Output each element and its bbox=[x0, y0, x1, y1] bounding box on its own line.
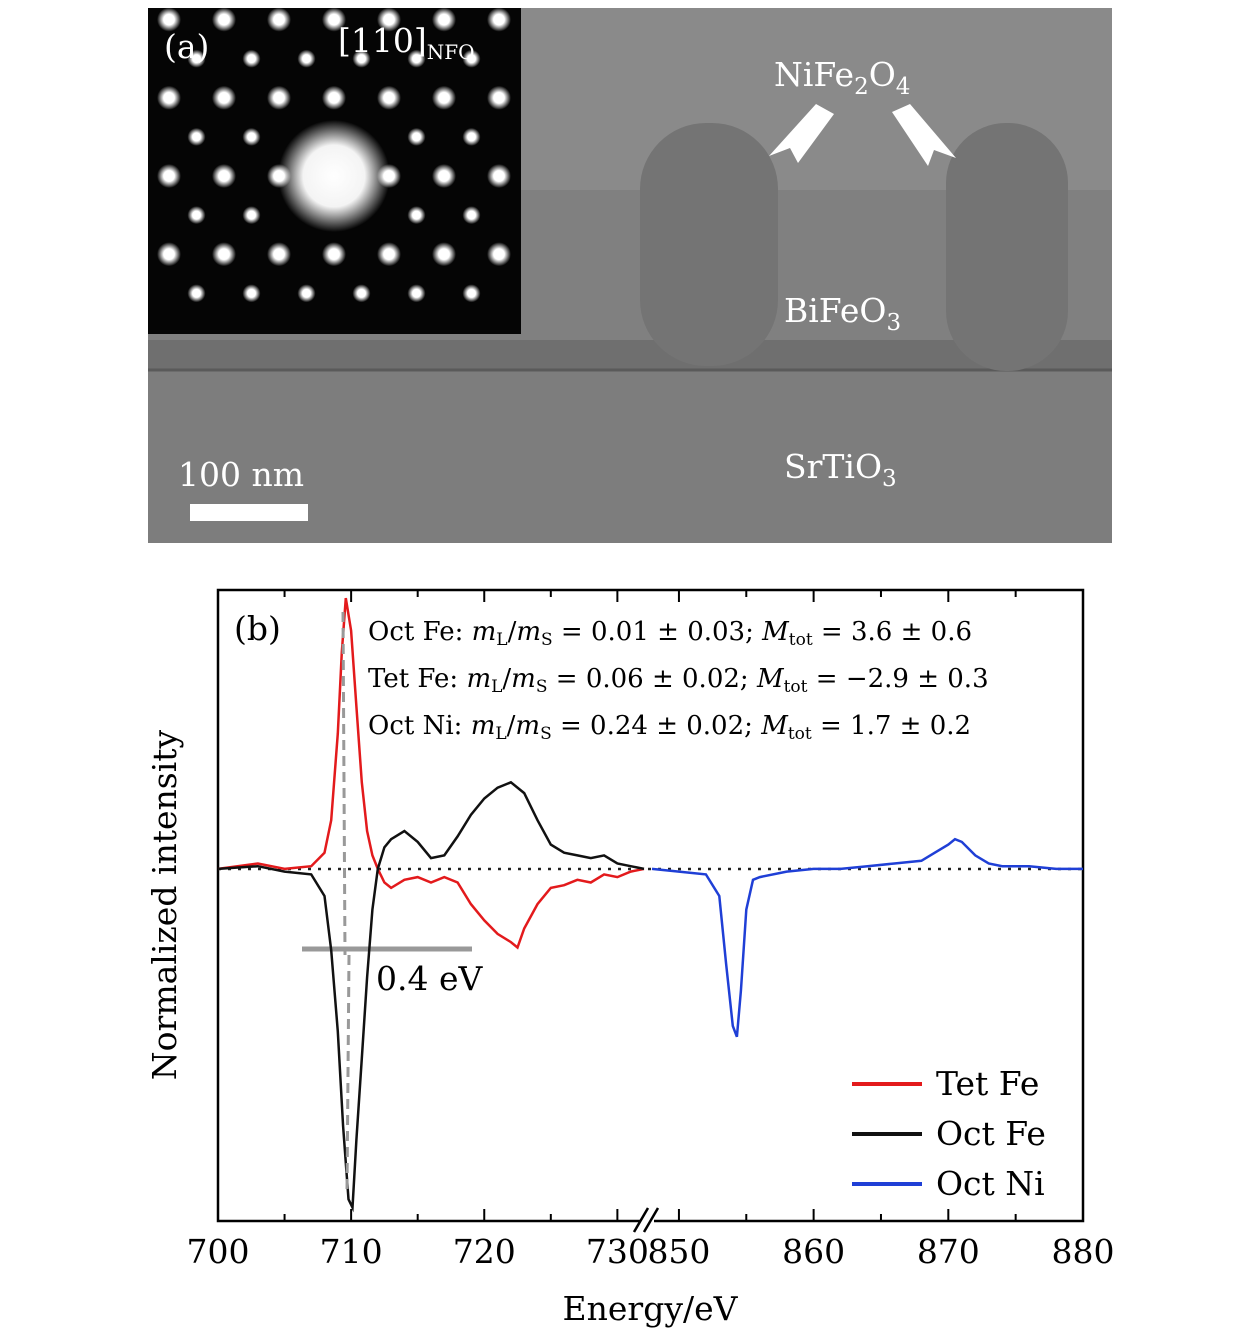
diffraction-spot bbox=[432, 85, 456, 110]
scale-bar-label: 100 nm bbox=[178, 455, 304, 494]
series-line-oct-fe bbox=[217, 780, 645, 1213]
diffraction-spot bbox=[212, 85, 236, 110]
diffraction-spot bbox=[267, 242, 291, 267]
diffraction-spot bbox=[187, 206, 206, 225]
x-tick-label: 860 bbox=[782, 1232, 845, 1271]
y-axis-title: Normalized intensity bbox=[145, 729, 184, 1080]
x-tick-label: 700 bbox=[187, 1232, 250, 1271]
legend-label-tet-fe: Tet Fe bbox=[936, 1064, 1039, 1103]
series-line-tet-fe bbox=[217, 597, 645, 950]
diffraction-spot bbox=[157, 85, 181, 110]
diffraction-spot bbox=[242, 206, 261, 225]
legend: Tet Fe Oct Fe Oct Ni bbox=[852, 1064, 1046, 1203]
diffraction-spot bbox=[187, 127, 206, 146]
diffraction-spot bbox=[377, 8, 401, 32]
annotation-line-3: Oct Ni: mL/mS = 0.24 ± 0.02; Mtot = 1.7 … bbox=[368, 711, 971, 744]
x-tick-label: 730 bbox=[586, 1232, 649, 1271]
diffraction-spot bbox=[242, 127, 261, 146]
diffraction-spot bbox=[322, 242, 346, 267]
diffraction-spot bbox=[212, 164, 236, 188]
svg-text:Oct Ni: mL/mS = 0.24 ± 0.02; M: Oct Ni: mL/mS = 0.24 ± 0.02; Mtot = 1.7 … bbox=[368, 711, 971, 744]
diffraction-spot bbox=[462, 284, 481, 303]
diffraction-spot bbox=[322, 85, 346, 110]
diffraction-spot bbox=[432, 242, 456, 267]
diffraction-spot bbox=[352, 49, 371, 68]
x-tick-label: 880 bbox=[1052, 1232, 1115, 1271]
annotation-line-1: Oct Fe: mL/mS = 0.01 ± 0.03; Mtot = 3.6 … bbox=[368, 617, 972, 650]
diffraction-spot bbox=[187, 284, 206, 303]
diffraction-spot bbox=[267, 85, 291, 110]
panel-b-label: (b) bbox=[234, 609, 281, 648]
diffraction-pattern-inset: (a) [110]NFO bbox=[148, 8, 521, 334]
nfo-pillar-right bbox=[946, 123, 1068, 371]
series-line-oct-ni bbox=[651, 837, 1083, 1038]
diffraction-spot bbox=[407, 284, 426, 303]
diffraction-spot bbox=[297, 284, 316, 303]
diffraction-spot bbox=[377, 85, 401, 110]
annotation-line-2: Tet Fe: mL/mS = 0.06 ± 0.02; Mtot = −2.9… bbox=[368, 664, 989, 697]
diffraction-spot bbox=[157, 242, 181, 267]
zone-axis-label: [110]NFO bbox=[338, 21, 475, 64]
x-axis-title: Energy/eV bbox=[563, 1289, 739, 1328]
diffraction-spot bbox=[487, 8, 511, 32]
svg-text:Oct Fe: mL/mS = 0.01 ± 0.03; M: Oct Fe: mL/mS = 0.01 ± 0.03; Mtot = 3.6 … bbox=[368, 617, 972, 650]
panel-a-label: (a) bbox=[164, 27, 209, 66]
diffraction-spot bbox=[157, 8, 181, 32]
diffraction-spot bbox=[407, 206, 426, 225]
x-tick-label: 870 bbox=[917, 1232, 980, 1271]
axis-break-marker bbox=[632, 1207, 660, 1233]
nfo-pillar-left bbox=[640, 123, 778, 366]
diffraction-spot bbox=[407, 127, 426, 146]
pillar-arrow-left bbox=[769, 104, 834, 163]
diffraction-spot bbox=[242, 284, 261, 303]
tem-image-panel: NiFe2O4 BiFeO3 SrTiO3 100 nm (a) [110]NF… bbox=[148, 8, 1112, 543]
diffraction-spot bbox=[432, 164, 456, 188]
x-tick-label: 710 bbox=[320, 1232, 383, 1271]
diffraction-spot bbox=[267, 8, 291, 32]
diffraction-spot bbox=[212, 8, 236, 32]
scale-bar bbox=[190, 504, 308, 521]
central-beam-spot bbox=[278, 120, 390, 232]
legend-label-oct-ni: Oct Ni bbox=[936, 1164, 1045, 1203]
diffraction-spot bbox=[487, 242, 511, 267]
diffraction-spot bbox=[487, 164, 511, 188]
peak-guide-tet-fe bbox=[341, 611, 347, 956]
diffraction-spot bbox=[462, 206, 481, 225]
diffraction-spot bbox=[407, 49, 426, 68]
diffraction-spot bbox=[462, 49, 481, 68]
diffraction-spot bbox=[432, 8, 456, 32]
diffraction-spot bbox=[462, 127, 481, 146]
pillar-arrow-right bbox=[892, 104, 956, 166]
shift-label: 0.4 eV bbox=[376, 959, 484, 998]
diffraction-spot bbox=[487, 85, 511, 110]
svg-text:Tet Fe: mL/mS = 0.06 ± 0.02; M: Tet Fe: mL/mS = 0.06 ± 0.02; Mtot = −2.9… bbox=[368, 664, 989, 697]
diffraction-spot bbox=[242, 49, 261, 68]
legend-label-oct-fe: Oct Fe bbox=[936, 1114, 1046, 1153]
diffraction-spot bbox=[212, 242, 236, 267]
matrix-label: BiFeO3 bbox=[784, 291, 901, 336]
diffraction-spot bbox=[297, 49, 316, 68]
diffraction-spot bbox=[377, 242, 401, 267]
pillar-label: NiFe2O4 bbox=[774, 55, 910, 100]
substrate-label: SrTiO3 bbox=[784, 447, 897, 492]
diffraction-spot bbox=[352, 284, 371, 303]
peak-guide-oct-fe bbox=[345, 954, 351, 1191]
srtio3-substrate bbox=[148, 370, 1112, 543]
diffraction-spot bbox=[187, 49, 206, 68]
x-tick-label: 850 bbox=[647, 1232, 710, 1271]
diffraction-spot bbox=[157, 164, 181, 188]
x-tick-label: 720 bbox=[453, 1232, 516, 1271]
diffraction-spot bbox=[322, 8, 346, 32]
